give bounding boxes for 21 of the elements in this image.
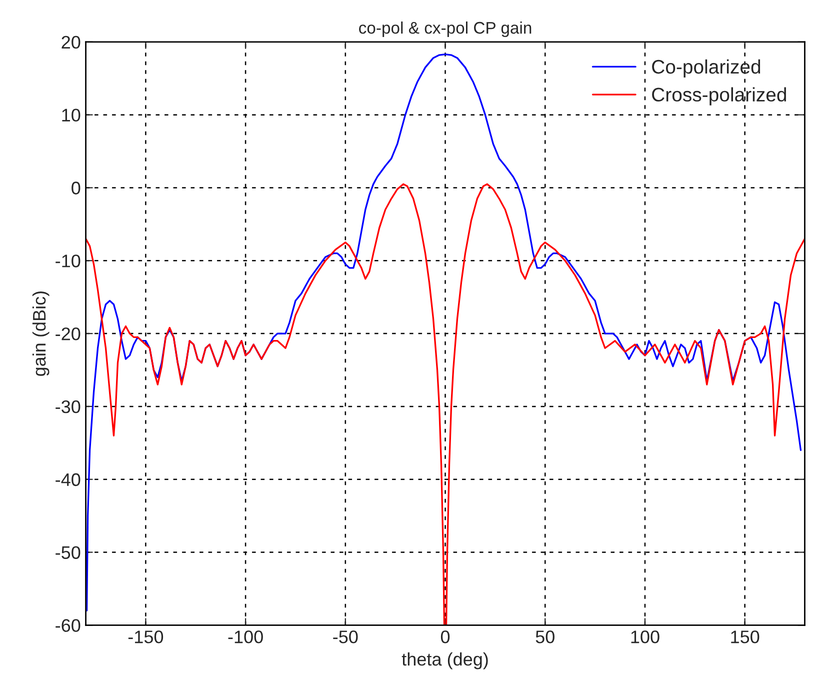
chart-title: co-pol & cx-pol CP gain [359, 21, 532, 38]
x-tick-label: -100 [228, 630, 263, 644]
y-tick-label: 20 [62, 36, 80, 49]
x-tick-label: 50 [536, 630, 554, 644]
y-tick-label: -30 [56, 400, 80, 414]
y-tick-label: -10 [56, 254, 80, 268]
x-tick-label: 100 [631, 630, 660, 644]
y-tick-label: 0 [72, 182, 80, 194]
legend-label: Co-polarized [652, 59, 760, 78]
x-tick-label: -150 [128, 630, 164, 644]
legend-label: Cross-polarized [652, 87, 786, 106]
x-tick-label: 0 [440, 630, 450, 644]
y-tick-label: -50 [56, 546, 80, 559]
x-axis-title: theta (deg) [402, 652, 488, 670]
y-tick-label: -20 [56, 327, 80, 340]
x-tick-label: -50 [333, 630, 358, 644]
x-tick-label: 150 [731, 630, 760, 644]
y-tick-label: 10 [62, 108, 80, 122]
y-tick-label: -40 [56, 473, 80, 486]
y-tick-label: -60 [56, 619, 80, 632]
y-axis-title: gain (dBic) [32, 292, 50, 376]
